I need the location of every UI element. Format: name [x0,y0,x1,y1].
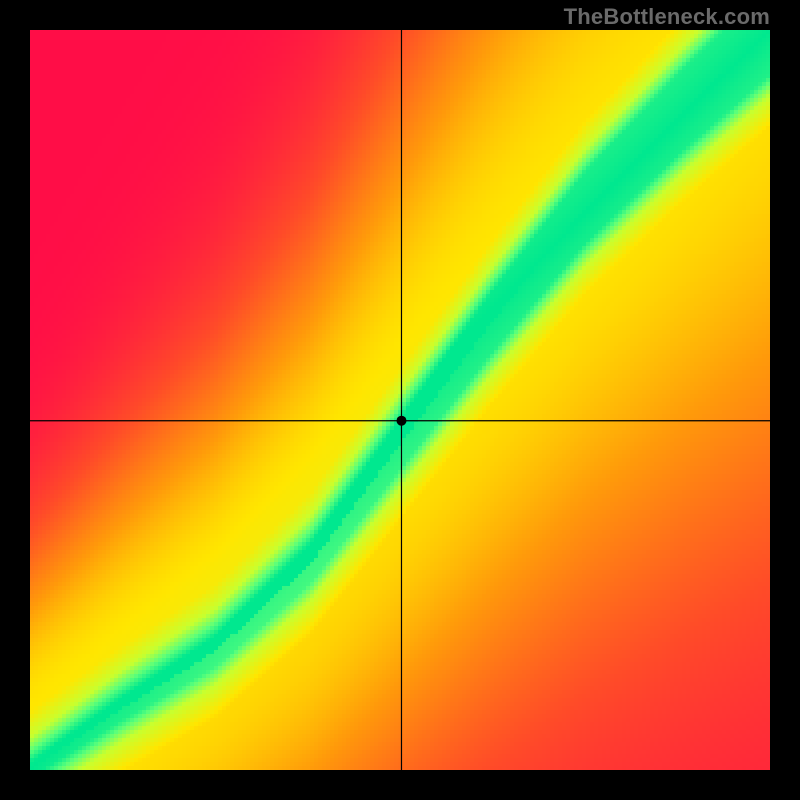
bottleneck-heatmap [30,30,770,770]
chart-container: TheBottleneck.com [0,0,800,800]
watermark-text: TheBottleneck.com [564,4,770,30]
